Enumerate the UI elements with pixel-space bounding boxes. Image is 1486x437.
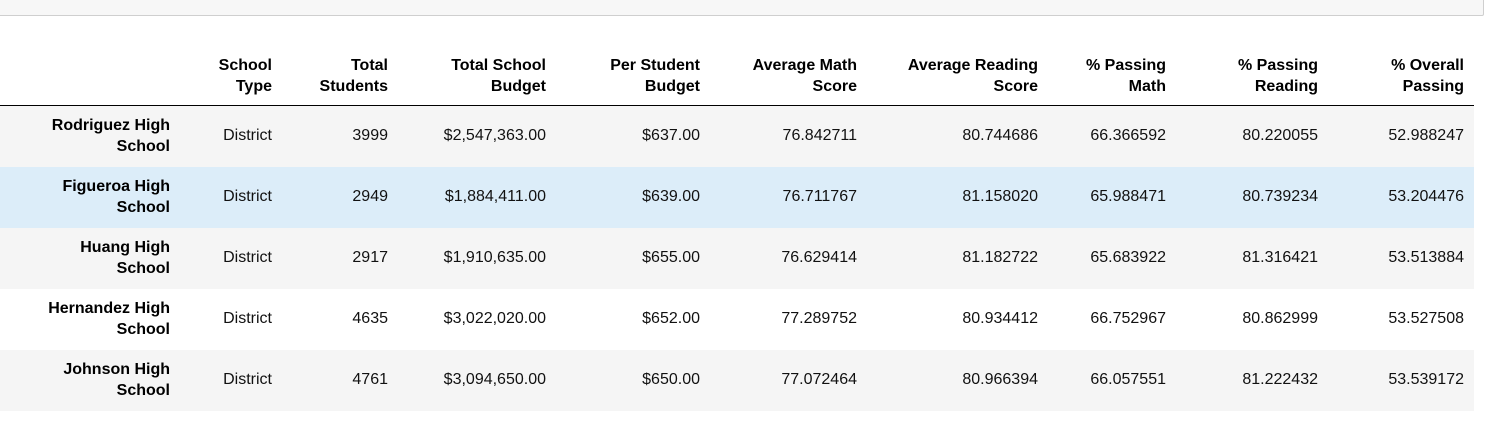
table-cell: $3,022,020.00 <box>443 310 546 327</box>
row-label: Huang High School <box>80 239 170 277</box>
column-header: % Overall Passing <box>1328 40 1474 106</box>
column-header: Total Students <box>282 40 398 106</box>
table-cell: 65.683922 <box>1090 249 1166 266</box>
table-cell: 52.988247 <box>1388 127 1464 145</box>
table-cell: District <box>223 188 272 205</box>
column-header: Per Student Budget <box>556 40 710 106</box>
table-row: Figueroa High School District 2949 $1,884,4… <box>0 166 1474 228</box>
column-header: Total School Budget <box>398 40 556 106</box>
table-cell: 66.366592 <box>1090 127 1166 145</box>
table-cell: 76.629414 <box>781 249 857 266</box>
column-header: % Passing Reading <box>1176 40 1328 106</box>
header-row: School Type Total Students Total School Bu… <box>0 40 1474 106</box>
table-cell: $650.00 <box>642 371 700 388</box>
row-label: Johnson High School <box>63 361 170 399</box>
table-cell: $652.00 <box>642 310 700 327</box>
table-cell: 80.934412 <box>962 310 1038 327</box>
table-cell: 66.752967 <box>1090 310 1166 327</box>
table-cell: $637.00 <box>642 127 700 145</box>
table-cell: $2,547,363.00 <box>443 127 546 145</box>
dataframe: School Type Total Students Total School Bu… <box>0 40 1474 411</box>
table-cell: 4635 <box>352 310 388 327</box>
table-cell: 53.513884 <box>1388 249 1464 266</box>
row-label: Hernandez High School <box>48 300 170 338</box>
table-cell: 2949 <box>352 188 388 205</box>
table-cell: 81.158020 <box>962 188 1038 205</box>
index-header <box>0 40 180 106</box>
table-cell: District <box>223 127 272 145</box>
table-cell: $655.00 <box>642 249 700 266</box>
table-row: Hernandez High School District 4635 $3,022,… <box>0 289 1474 350</box>
table-cell: 80.744686 <box>962 127 1038 145</box>
column-header: % Passing Math <box>1048 40 1176 106</box>
column-header: Average Reading Score <box>867 40 1048 106</box>
table-cell: District <box>223 310 272 327</box>
table-cell: 2917 <box>352 249 388 266</box>
table-row: Rodriguez High School District 3999 $2,547,… <box>0 105 1474 167</box>
table-cell: 76.842711 <box>782 127 857 145</box>
table-cell: 77.072464 <box>781 371 857 388</box>
row-label: Figueroa High School <box>62 178 170 216</box>
table-cell: 80.739234 <box>1242 188 1318 205</box>
table-cell: 53.527508 <box>1388 310 1464 327</box>
column-header: Average Math Score <box>710 40 867 106</box>
row-label: Rodriguez High School <box>51 117 170 156</box>
table-cell: 65.988471 <box>1090 188 1166 205</box>
table-cell: 80.862999 <box>1242 310 1318 327</box>
table-cell: District <box>223 249 272 266</box>
table-cell: $1,910,635.00 <box>443 249 546 266</box>
table-cell: 66.057551 <box>1090 371 1166 388</box>
table-cell: 81.316421 <box>1242 249 1318 266</box>
table-cell: $3,094,650.00 <box>443 371 546 388</box>
table-cell: 76.711767 <box>782 188 857 205</box>
table-cell: District <box>223 371 272 388</box>
table-cell: 81.222432 <box>1242 371 1318 388</box>
table-cell: 3999 <box>352 127 388 145</box>
table-cell: 4761 <box>352 371 388 388</box>
table-cell: 53.539172 <box>1388 371 1464 388</box>
column-header: School Type <box>180 40 282 106</box>
table-cell: 53.204476 <box>1388 188 1464 205</box>
table-cell: 80.220055 <box>1242 127 1318 145</box>
table-cell: $639.00 <box>642 188 700 205</box>
table-cell: 81.182722 <box>962 249 1038 266</box>
table-cell: $1,884,411.00 <box>444 188 546 205</box>
table-cell: 80.966394 <box>962 371 1038 388</box>
table-row: Huang High School District 2917 $1,910,635.… <box>0 227 1474 289</box>
table-row: Johnson High School District 4761 $3,094,65… <box>0 349 1474 411</box>
table-cell: 77.289752 <box>781 310 857 327</box>
code-cell-input <box>0 0 1484 16</box>
